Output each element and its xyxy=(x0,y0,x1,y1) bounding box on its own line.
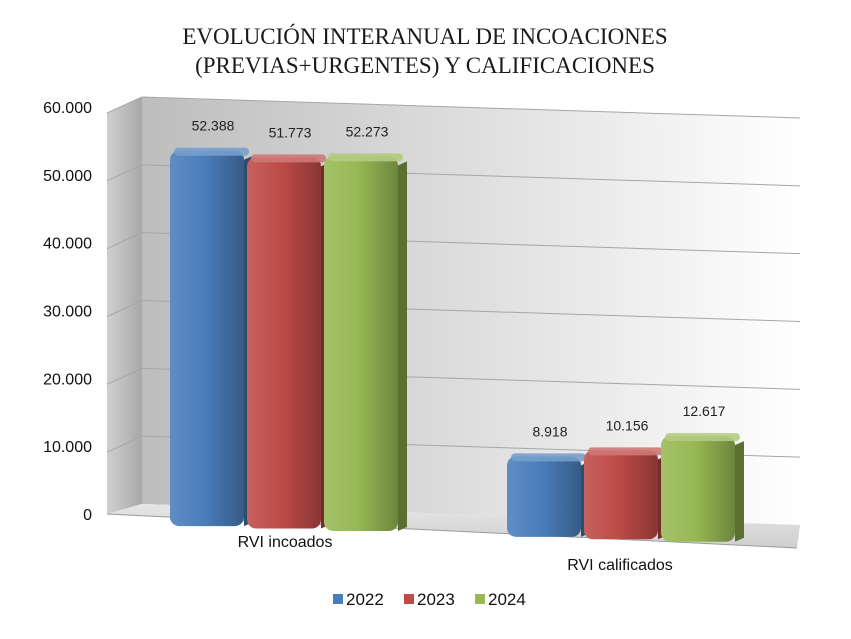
bar-top xyxy=(251,154,326,163)
bar-top xyxy=(588,447,663,456)
bar-2024-rvi-incoados xyxy=(324,156,398,531)
y-tick-label: 0 xyxy=(83,507,92,524)
data-label: 10.156 xyxy=(606,417,649,433)
legend[interactable]: 2022 2023 2024 xyxy=(333,590,526,609)
bar-top xyxy=(511,453,586,462)
bar-2022-rvi-incoados xyxy=(170,150,244,527)
gridline-side xyxy=(106,367,143,385)
x-tick-label: RVI incoados xyxy=(238,534,333,551)
bar-2023-rvi-calificados xyxy=(584,450,658,540)
gridline-side xyxy=(106,164,143,182)
gridline xyxy=(141,96,801,119)
bar-2023-rvi-incoados xyxy=(247,157,321,529)
bars xyxy=(170,147,744,542)
y-tick-label: 20.000 xyxy=(43,371,92,388)
gridline-side xyxy=(106,435,143,453)
bar-2022-rvi-calificados xyxy=(507,456,581,537)
gridline-side xyxy=(106,232,143,250)
y-tick-label: 60.000 xyxy=(43,100,92,117)
y-axis: 0 10.000 20.000 30.000 40.000 50.000 60.000 xyxy=(43,100,92,524)
data-label: 12.617 xyxy=(683,403,726,419)
legend-item-2024[interactable]: 2024 xyxy=(475,590,526,609)
bar-top xyxy=(665,433,740,442)
bar-top xyxy=(328,153,403,162)
legend-swatch xyxy=(333,594,343,604)
bar-2024-rvi-calificados xyxy=(661,436,735,542)
data-label: 52.273 xyxy=(346,123,389,139)
legend-label: 2023 xyxy=(417,590,455,609)
side-wall xyxy=(107,97,142,514)
chart-title-line: EVOLUCIÓN INTERANUAL DE INCOACIONES xyxy=(182,23,667,49)
y-tick-label: 30.000 xyxy=(43,304,92,321)
y-tick-label: 50.000 xyxy=(43,168,92,185)
legend-label: 2024 xyxy=(488,590,526,609)
chart-title: EVOLUCIÓN INTERANUAL DE INCOACIONES (PREV… xyxy=(182,23,667,78)
gridline-side xyxy=(106,96,143,114)
data-label: 52.388 xyxy=(192,118,235,134)
x-axis: RVI incoados RVI calificados xyxy=(238,534,673,574)
legend-label: 2022 xyxy=(346,590,384,609)
data-label: 8.918 xyxy=(532,423,567,439)
data-label: 51.773 xyxy=(269,124,312,140)
legend-swatch xyxy=(475,594,485,604)
y-tick-label: 10.000 xyxy=(43,439,92,456)
data-labels: 52.388 51.773 52.273 8.918 10.156 12.617 xyxy=(192,118,726,440)
bar-side xyxy=(398,161,407,531)
bar-side xyxy=(735,441,744,542)
chart-title-line: (PREVIAS+URGENTES) Y CALIFICACIONES xyxy=(195,53,655,78)
gridline-side xyxy=(106,300,143,317)
x-tick-label: RVI calificados xyxy=(567,557,673,574)
legend-item-2023[interactable]: 2023 xyxy=(404,590,455,609)
legend-item-2022[interactable]: 2022 xyxy=(333,590,384,609)
bar-top xyxy=(174,147,249,156)
legend-swatch xyxy=(404,594,414,604)
y-tick-label: 40.000 xyxy=(43,236,92,253)
